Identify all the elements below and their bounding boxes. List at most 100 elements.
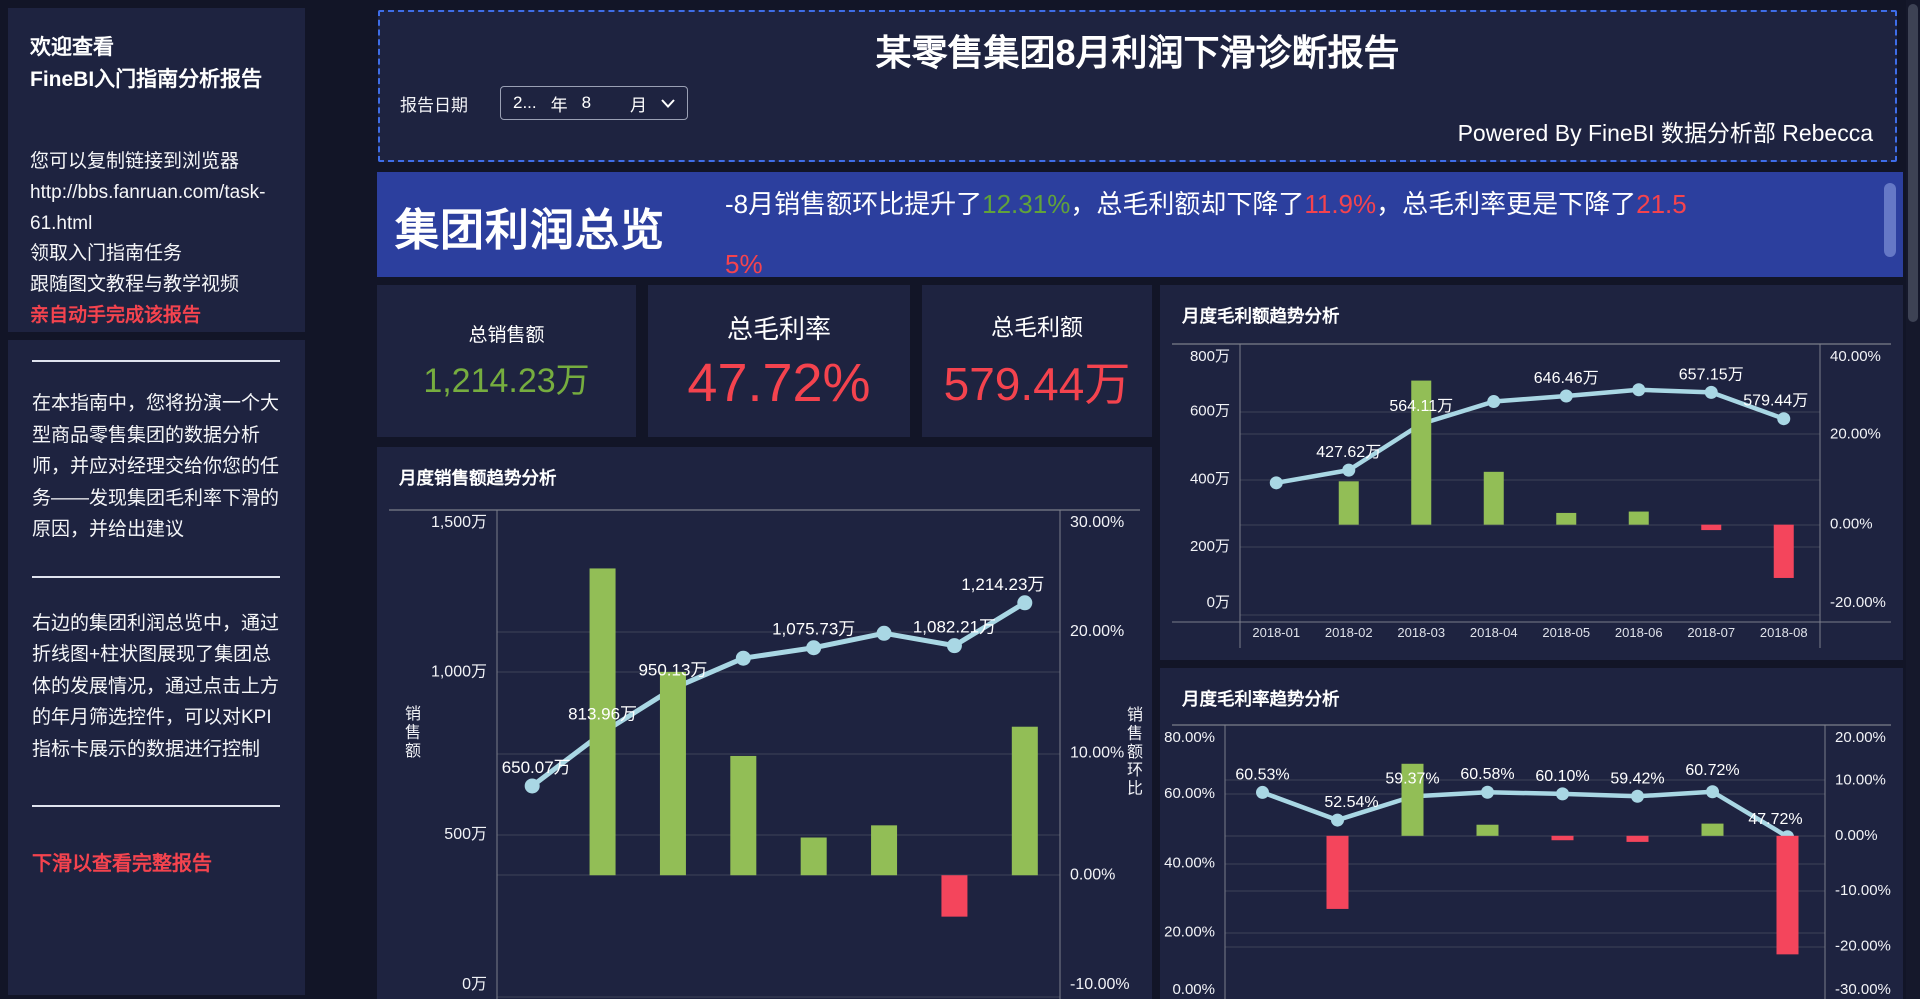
svg-text:400万: 400万 <box>1190 470 1230 487</box>
svg-text:销售额: 销售额 <box>405 705 421 760</box>
svg-text:950.13万: 950.13万 <box>638 661 707 680</box>
divider <box>32 360 280 362</box>
sidebar-intro-text: 您可以复制链接到浏览器 http://bbs.fanruan.com/task-… <box>30 147 283 332</box>
kpi-card-gross-profit: 总毛利额 579.44万 <box>922 285 1152 437</box>
svg-text:1,214.23万: 1,214.23万 <box>961 575 1044 594</box>
sidebar-scroll-hint: 下滑以查看完整报告 <box>32 853 212 876</box>
sidebar-intro-panel: 欢迎查看 FineBI入门指南分析报告 您可以复制链接到浏览器 http://b… <box>8 8 305 332</box>
svg-text:0.00%: 0.00% <box>1070 866 1115 883</box>
chevron-down-icon <box>661 98 675 108</box>
monthly-gross-margin-trend-chart: 60.53% 52.54% 59.37% 60.58% 60.10% 59.42% 60.7… <box>1164 724 1891 999</box>
date-month-suffix: 月 <box>630 95 647 115</box>
svg-text:2018-01: 2018-01 <box>1252 625 1300 640</box>
sidebar-highlight-text: 亲自动手完成该报告 <box>30 304 202 326</box>
svg-text:59.37%: 59.37% <box>1385 770 1439 787</box>
svg-text:646.46万: 646.46万 <box>1534 370 1599 387</box>
svg-text:813.96万: 813.96万 <box>568 705 637 724</box>
svg-text:60.00%: 60.00% <box>1164 785 1215 802</box>
svg-text:2018-02: 2018-02 <box>1325 625 1373 640</box>
banner-title: 集团利润总览 <box>395 206 665 255</box>
sidebar-line: 领取入门指南任务 <box>30 243 183 265</box>
svg-text:20.00%: 20.00% <box>1070 623 1124 640</box>
svg-text:200万: 200万 <box>1190 538 1230 555</box>
svg-text:80.00%: 80.00% <box>1164 729 1215 746</box>
monthly-gross-profit-trend-panel: 月度毛利额趋势分析 427.62万 564.11万 646.46万 657.15万 57… <box>1160 285 1903 660</box>
banner-text-segment: 21.5 <box>1636 189 1687 219</box>
svg-text:40.00%: 40.00% <box>1830 348 1881 365</box>
svg-text:427.62万: 427.62万 <box>1316 444 1381 461</box>
svg-text:10.00%: 10.00% <box>1835 771 1886 788</box>
svg-text:40.00%: 40.00% <box>1164 854 1215 871</box>
sidebar-link-text: http://bbs.fanruan.com/task-61.html <box>30 181 266 234</box>
banner-text-segment: 11.9% <box>1304 189 1377 219</box>
svg-text:650.07万: 650.07万 <box>502 758 571 777</box>
svg-text:2018-08: 2018-08 <box>1760 625 1808 640</box>
profit-overview-banner: 集团利润总览 -8月销售额环比提升了12.31%，总毛利额却下降了11.9%，总… <box>377 172 1903 279</box>
svg-text:销售额环比: 销售额环比 <box>1127 706 1143 798</box>
svg-text:600万: 600万 <box>1190 403 1230 420</box>
svg-text:20.00%: 20.00% <box>1164 924 1215 941</box>
kpi-card-gross-margin: 总毛利率 47.72% <box>648 285 910 437</box>
svg-text:1,075.73万: 1,075.73万 <box>772 620 855 639</box>
svg-text:2018-07: 2018-07 <box>1687 625 1735 640</box>
date-month-value: 8 <box>581 93 592 112</box>
svg-text:0.00%: 0.00% <box>1835 827 1878 844</box>
svg-text:30.00%: 30.00% <box>1070 514 1124 531</box>
powered-by-text: Powered By FineBI 数据分析部 Rebecca <box>1457 120 1873 146</box>
banner-text-segment: -8月销售额环比提升了 <box>725 189 983 219</box>
svg-text:60.72%: 60.72% <box>1685 762 1739 779</box>
kpi-card-total-sales: 总销售额 1,214.23万 <box>377 285 636 437</box>
svg-text:1,000万: 1,000万 <box>431 664 487 681</box>
svg-text:-10.00%: -10.00% <box>1070 976 1130 993</box>
svg-text:564.11万: 564.11万 <box>1389 398 1453 415</box>
report-date-label: 报告日期 <box>400 95 468 115</box>
banner-text-segment: 5% <box>725 248 763 279</box>
report-date-select[interactable]: 2... 年 8 月 <box>500 86 688 120</box>
kpi-value: 579.44万 <box>943 358 1131 410</box>
banner-summary-text: -8月销售额环比提升了12.31%，总毛利额却下降了11.9%，总毛利率更是下降… <box>707 172 1903 295</box>
svg-text:52.54%: 52.54% <box>1324 794 1378 811</box>
svg-text:60.58%: 60.58% <box>1460 766 1514 783</box>
divider <box>32 575 280 578</box>
svg-text:0万: 0万 <box>462 976 487 993</box>
svg-text:657.15万: 657.15万 <box>1679 366 1744 383</box>
report-header: 某零售集团8月利润下滑诊断报告 报告日期 2... 年 8 月 Powered … <box>378 10 1897 162</box>
page-scrollbar-track[interactable] <box>1906 0 1920 999</box>
banner-text-segment: ，总毛利率更是下降了 <box>1376 189 1637 219</box>
svg-text:2018-05: 2018-05 <box>1542 625 1590 640</box>
page-scrollbar-thumb[interactable] <box>1908 4 1918 322</box>
banner-scrollbar-thumb[interactable] <box>1884 183 1896 257</box>
kpi-label: 总毛利额 <box>991 314 1083 340</box>
page-title: 某零售集团8月利润下滑诊断报告 <box>875 32 1400 73</box>
svg-text:500万: 500万 <box>444 826 487 843</box>
report-date-row: 报告日期 2... 年 8 月 <box>400 86 688 120</box>
svg-text:1,082.21万: 1,082.21万 <box>913 618 996 637</box>
kpi-label: 总销售额 <box>468 325 545 346</box>
svg-text:59.42%: 59.42% <box>1610 770 1664 787</box>
divider <box>32 805 280 808</box>
svg-text:-20.00%: -20.00% <box>1830 594 1886 611</box>
svg-text:2018-06: 2018-06 <box>1615 625 1663 640</box>
sidebar-paragraph-overview: 右边的集团利润总览中，通过折线图+柱状图展现了集团总体的发展情况，通过点击上方的… <box>32 612 280 760</box>
banner-text-segment: 12.31% <box>982 189 1071 219</box>
svg-text:20.00%: 20.00% <box>1830 425 1881 442</box>
sidebar-line: 您可以复制链接到浏览器 <box>30 151 240 172</box>
svg-text:60.10%: 60.10% <box>1535 768 1589 785</box>
sidebar-guide-panel: 在本指南中，您将扮演一个大型商品零售集团的数据分析师，并应对经理交给你您的任务—… <box>8 340 305 995</box>
sidebar-line: 跟随图文教程与教学视频 <box>30 274 240 296</box>
monthly-sales-trend-chart: 650.07万 813.96万 950.13万 1,075.73万 1,082.21万 1… <box>389 509 1143 999</box>
kpi-value: 1,214.23万 <box>423 362 590 400</box>
svg-text:-30.00%: -30.00% <box>1835 981 1891 998</box>
svg-text:800万: 800万 <box>1190 348 1230 365</box>
svg-text:10.00%: 10.00% <box>1070 745 1124 762</box>
sidebar-heading: 欢迎查看 FineBI入门指南分析报告 <box>30 36 263 91</box>
kpi-value: 47.72% <box>687 352 871 413</box>
svg-text:0.00%: 0.00% <box>1172 981 1215 998</box>
svg-text:47.72%: 47.72% <box>1748 811 1802 828</box>
svg-text:-10.00%: -10.00% <box>1835 882 1891 899</box>
kpi-label: 总毛利率 <box>726 313 831 344</box>
svg-text:579.44万: 579.44万 <box>1743 393 1808 410</box>
svg-text:2018-04: 2018-04 <box>1470 625 1518 640</box>
chart-title: 月度销售额趋势分析 <box>399 468 557 488</box>
banner-text-segment: ，总毛利额却下降了 <box>1070 189 1305 219</box>
